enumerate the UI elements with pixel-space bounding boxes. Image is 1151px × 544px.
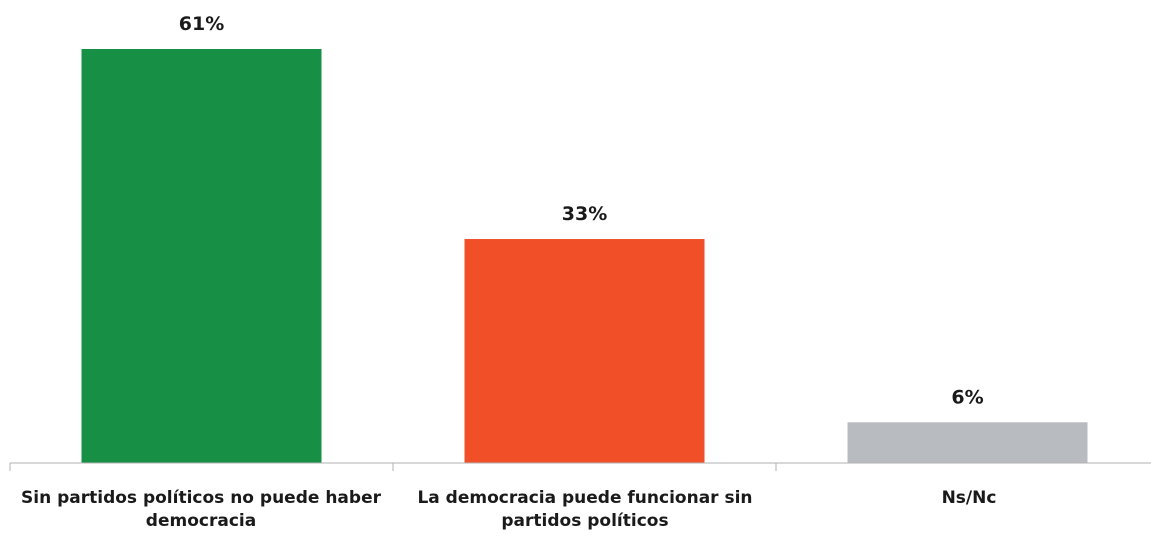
bars-layer <box>81 49 1088 463</box>
category-label-sin-partidos: Sin partidos políticos no puede haber de… <box>21 488 381 531</box>
data-label-0: 61% <box>179 13 224 35</box>
bar-0 <box>81 49 322 463</box>
category-label-ns-nc: Ns/Nc <box>941 488 997 508</box>
data-labels-layer: 61% 33% 6% <box>179 13 984 408</box>
category-label-democracia-sin-partidos: La democracia puede funcionar sin partid… <box>417 488 753 531</box>
data-label-2: 6% <box>951 386 983 408</box>
bar-2 <box>847 422 1088 463</box>
x-axis-ticks <box>9 463 777 471</box>
data-label-1: 33% <box>562 203 607 225</box>
bar-1 <box>464 239 705 463</box>
